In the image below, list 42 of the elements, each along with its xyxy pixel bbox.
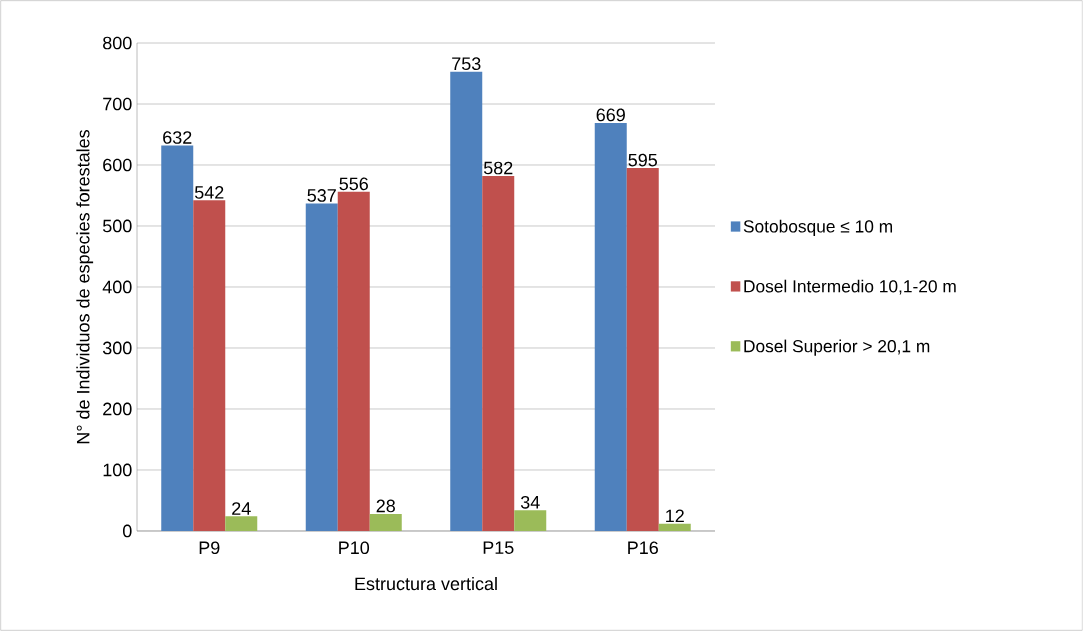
data-label: 542 [194, 186, 224, 199]
data-label: 669 [596, 108, 625, 122]
legend-label: Sotobosque ≤ 10 m [743, 219, 893, 236]
legend-label: Dosel Superior > 20,1 m [744, 339, 930, 356]
x-tick-label: P9 [199, 541, 220, 555]
bar [514, 510, 547, 531]
bar [193, 200, 226, 531]
bar [161, 145, 194, 531]
bar [225, 516, 258, 531]
data-label: 34 [520, 495, 540, 509]
x-tick-label: P10 [339, 541, 370, 555]
data-label: 537 [307, 189, 336, 202]
y-tick-label: 200 [103, 402, 132, 416]
bar [658, 523, 691, 531]
data-label: 582 [483, 161, 513, 175]
y-tick-label: 800 [103, 36, 132, 50]
data-label: 24 [232, 502, 251, 515]
data-label: 632 [163, 131, 192, 144]
bar [369, 513, 402, 531]
bar [594, 122, 627, 531]
data-label: 556 [339, 177, 368, 191]
data-label: 12 [666, 509, 684, 523]
x-tick-label: P16 [628, 541, 658, 555]
x-tick-label: P15 [483, 541, 514, 554]
bar [626, 168, 659, 531]
y-tick-label: 100 [103, 463, 132, 477]
bar [305, 203, 338, 531]
y-tick-label: 700 [103, 97, 132, 111]
y-tick-label: 600 [103, 158, 132, 172]
bar [337, 191, 370, 531]
y-tick-label: 400 [102, 280, 132, 294]
legend-label: Dosel Intermedio 10,1-20 m [744, 279, 956, 295]
data-label: 595 [628, 153, 658, 167]
y-tick-label: 0 [122, 524, 132, 538]
y-axis-title: N° de Individuos de especies forestales [76, 130, 94, 444]
y-tick-label: 500 [102, 219, 132, 233]
y-tick-label: 300 [102, 341, 132, 355]
bar [450, 71, 483, 531]
x-axis-title: Estructura vertical [355, 576, 497, 591]
data-label: 753 [452, 57, 481, 71]
bar [482, 175, 515, 531]
data-label: 28 [376, 499, 395, 513]
